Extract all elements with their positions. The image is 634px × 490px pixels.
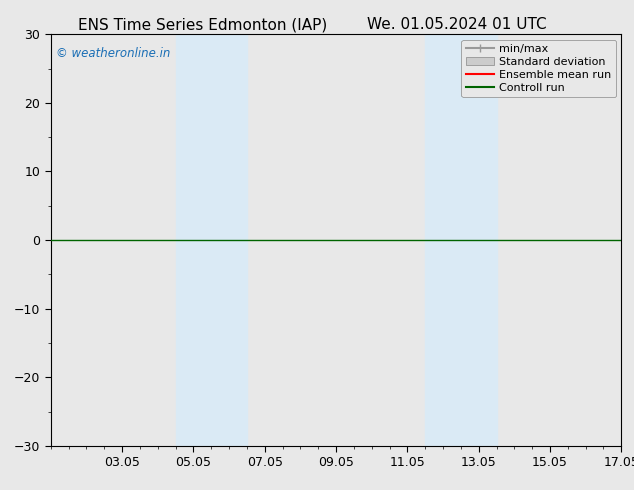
Text: We. 01.05.2024 01 UTC: We. 01.05.2024 01 UTC — [366, 17, 547, 32]
Bar — [425, 34, 496, 446]
Text: ENS Time Series Edmonton (IAP): ENS Time Series Edmonton (IAP) — [78, 17, 328, 32]
Bar — [176, 34, 247, 446]
Text: © weatheronline.in: © weatheronline.in — [56, 47, 171, 60]
Legend: min/max, Standard deviation, Ensemble mean run, Controll run: min/max, Standard deviation, Ensemble me… — [462, 40, 616, 97]
